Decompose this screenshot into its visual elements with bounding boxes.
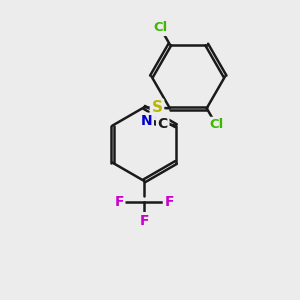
- Text: Cl: Cl: [153, 21, 167, 34]
- Text: Cl: Cl: [209, 118, 224, 131]
- Text: F: F: [140, 214, 149, 228]
- Text: N: N: [141, 114, 152, 128]
- Text: F: F: [114, 194, 124, 208]
- Text: S: S: [152, 100, 163, 115]
- Text: F: F: [164, 194, 174, 208]
- Text: C: C: [158, 117, 168, 131]
